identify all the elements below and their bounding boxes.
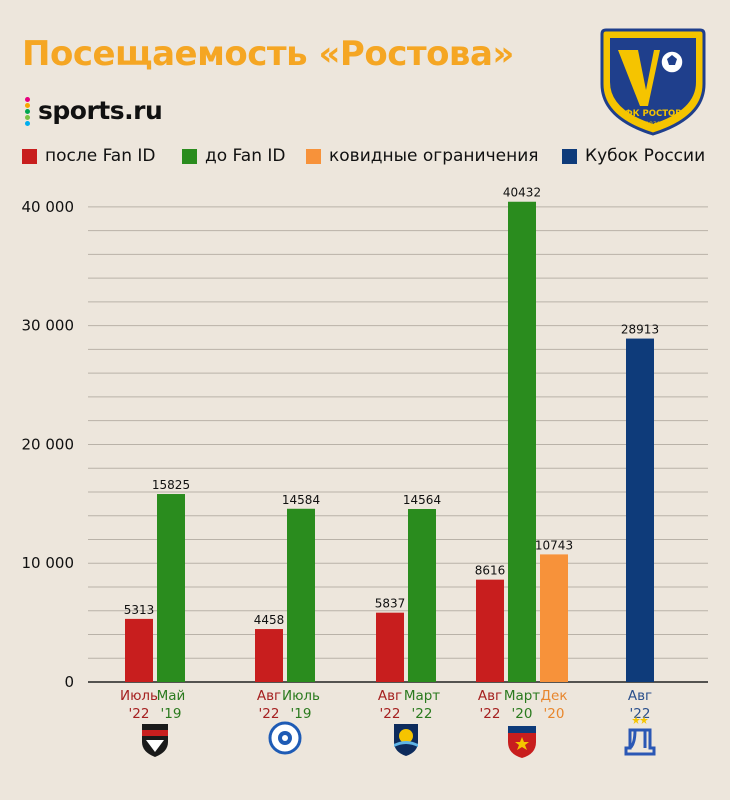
orenburg-logo-part bbox=[282, 735, 288, 741]
dynamo-logo-part bbox=[628, 729, 647, 750]
y-tick-label: 10 000 bbox=[22, 554, 75, 572]
khimki-logo bbox=[142, 724, 168, 757]
legend-swatch bbox=[22, 148, 37, 164]
orenburg-logo bbox=[268, 721, 302, 755]
legend-swatch bbox=[182, 148, 197, 164]
bar bbox=[408, 509, 436, 682]
period-year-label: '22 bbox=[259, 706, 280, 722]
khimki-logo-part bbox=[146, 740, 164, 752]
bar-value-label: 8616 bbox=[475, 564, 506, 578]
bar bbox=[626, 338, 654, 682]
legend-item: ковидные ограничения bbox=[306, 146, 539, 166]
legend: после Fan ID до Fan ID ковидные ограничени… bbox=[22, 146, 716, 168]
bar bbox=[476, 579, 504, 682]
brand-dot bbox=[25, 114, 30, 120]
period-year-label: '22 bbox=[630, 706, 651, 722]
period-year-label: '20 bbox=[544, 706, 565, 722]
legend-item: до Fan ID bbox=[182, 146, 285, 166]
legend-label: после Fan ID bbox=[45, 146, 156, 166]
bar-value-label: 40432 bbox=[503, 186, 541, 200]
period-month-label: Авг bbox=[478, 688, 502, 704]
sochi-logo bbox=[394, 724, 418, 756]
y-tick-label: 20 000 bbox=[22, 435, 75, 453]
bar bbox=[255, 629, 283, 682]
legend-label: ковидные ограничения bbox=[329, 146, 539, 166]
period-year-label: '20 bbox=[512, 706, 533, 722]
bar-value-label: 15825 bbox=[152, 478, 190, 492]
y-tick-label: 0 bbox=[64, 673, 74, 691]
period-month-label: Март bbox=[404, 688, 440, 704]
brand: sports.ru bbox=[24, 96, 163, 126]
bar bbox=[157, 494, 185, 682]
period-month-label: Июль bbox=[282, 688, 320, 704]
brand-dot bbox=[25, 120, 30, 126]
brand-dots-icon bbox=[24, 96, 32, 126]
fc-rostov-logo: ФК РОСТОВ 1930 bbox=[600, 28, 706, 136]
bar-value-label: 14584 bbox=[282, 493, 320, 507]
period-year-label: '22 bbox=[380, 706, 401, 722]
cska-logo bbox=[508, 726, 536, 758]
period-month-label: Авг bbox=[257, 688, 281, 704]
legend-label: до Fan ID bbox=[205, 146, 286, 166]
dynamo-logo-part bbox=[624, 728, 656, 756]
bar bbox=[376, 612, 404, 682]
khimki-logo-part bbox=[142, 730, 168, 736]
dynamo-logo-part bbox=[632, 716, 640, 724]
brand-dot bbox=[25, 96, 30, 102]
period-year-label: '22 bbox=[412, 706, 433, 722]
dynamo-logo bbox=[624, 716, 656, 756]
legend-item: Кубок России bbox=[562, 146, 705, 166]
y-tick-label: 40 000 bbox=[22, 198, 75, 216]
bar-value-label: 5313 bbox=[124, 603, 155, 617]
brand-dot bbox=[25, 102, 30, 108]
legend-label: Кубок России bbox=[585, 146, 706, 166]
legend-swatch bbox=[562, 148, 577, 164]
bar-value-label: 14564 bbox=[403, 493, 441, 507]
logo-figure bbox=[618, 50, 660, 106]
period-month-label: Авг bbox=[378, 688, 402, 704]
page-title: Посещаемость «Ростова» bbox=[22, 34, 514, 74]
period-month-label: Июль bbox=[120, 688, 158, 704]
sochi-logo-part bbox=[399, 729, 413, 743]
legend-swatch bbox=[306, 148, 321, 164]
bar bbox=[508, 201, 536, 682]
logo-year: 1930 bbox=[645, 121, 660, 128]
bar-value-label: 5837 bbox=[375, 597, 406, 611]
bar bbox=[125, 618, 153, 682]
y-tick-label: 30 000 bbox=[22, 317, 75, 335]
bar-value-label: 4458 bbox=[254, 613, 285, 627]
bar-value-label: 28913 bbox=[621, 323, 659, 337]
bar bbox=[287, 508, 315, 682]
period-month-label: Авг bbox=[628, 688, 652, 704]
dynamo-logo-part bbox=[640, 716, 648, 724]
cska-logo-part bbox=[508, 726, 536, 733]
cska-logo-part bbox=[515, 737, 529, 750]
logo-ball-patch bbox=[667, 55, 677, 65]
period-month-label: Март bbox=[504, 688, 540, 704]
brand-dot bbox=[25, 108, 30, 114]
bar-value-label: 10743 bbox=[535, 538, 573, 552]
period-month-label: Май bbox=[157, 688, 186, 704]
period-year-label: '22 bbox=[129, 706, 150, 722]
sochi-logo-part bbox=[394, 741, 418, 747]
period-year-label: '19 bbox=[291, 706, 312, 722]
period-month-label: Дек bbox=[540, 688, 567, 704]
bar bbox=[540, 554, 568, 682]
legend-item: после Fan ID bbox=[22, 146, 156, 166]
brand-text: sports.ru bbox=[38, 96, 163, 125]
logo-text: ФК РОСТОВ bbox=[624, 109, 682, 119]
period-year-label: '22 bbox=[480, 706, 501, 722]
period-year-label: '19 bbox=[161, 706, 182, 722]
